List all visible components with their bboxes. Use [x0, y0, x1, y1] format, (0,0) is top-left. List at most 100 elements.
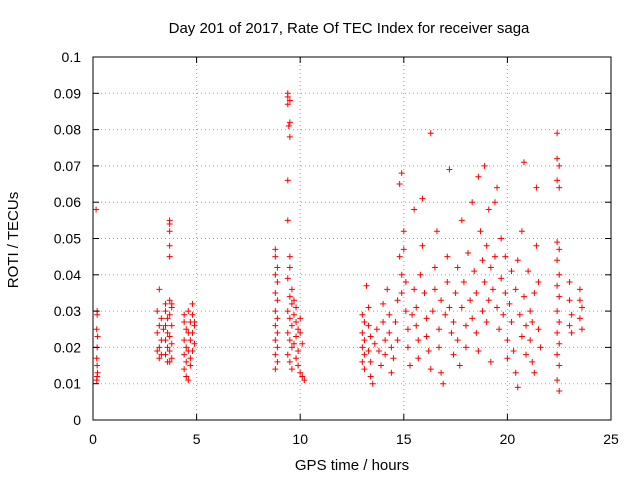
data-point: [442, 311, 449, 318]
data-point: [154, 329, 161, 336]
data-point: [382, 351, 389, 358]
data-point: [556, 318, 563, 325]
data-point: [286, 264, 293, 271]
data-point: [427, 130, 434, 137]
data-point: [473, 329, 480, 336]
data-point: [181, 337, 188, 344]
data-point: [556, 387, 563, 394]
data-point: [290, 340, 297, 347]
y-tick-label: 0.01: [54, 376, 81, 392]
data-point: [433, 228, 440, 235]
data-point: [496, 326, 503, 333]
data-point: [361, 318, 368, 325]
data-point: [475, 348, 482, 355]
x-tick-label: 0: [89, 431, 97, 447]
data-point: [556, 271, 563, 278]
data-point: [286, 315, 293, 322]
data-point: [187, 355, 194, 362]
data-point: [274, 315, 281, 322]
data-point: [533, 184, 540, 191]
data-point: [400, 228, 407, 235]
data-point: [93, 355, 100, 362]
data-point: [554, 282, 561, 289]
data-point: [460, 279, 467, 286]
data-point: [156, 355, 163, 362]
data-point: [398, 271, 405, 278]
data-point: [554, 377, 561, 384]
data-point: [189, 311, 196, 318]
data-point: [454, 264, 461, 271]
data-point: [386, 329, 393, 336]
data-point: [274, 264, 281, 271]
data-point: [518, 228, 525, 235]
data-point: [556, 162, 563, 169]
data-point: [394, 297, 401, 304]
data-point: [568, 329, 575, 336]
data-point: [359, 329, 366, 336]
data-point: [380, 318, 387, 325]
data-point: [436, 344, 443, 351]
x-tick-label: 20: [500, 431, 516, 447]
data-point: [458, 304, 465, 311]
data-point: [413, 304, 420, 311]
data-point: [467, 297, 474, 304]
data-point: [297, 369, 304, 376]
data-point: [402, 308, 409, 315]
data-point: [367, 373, 374, 380]
data-point: [556, 184, 563, 191]
data-point: [359, 311, 366, 318]
data-point: [448, 329, 455, 336]
y-axis-label: ROTI / TECUs: [5, 192, 22, 288]
data-point: [415, 337, 422, 344]
data-point: [181, 311, 188, 318]
data-point: [411, 286, 418, 293]
data-point: [465, 250, 472, 257]
data-point: [469, 199, 476, 206]
data-point: [288, 322, 295, 329]
data-point: [162, 322, 169, 329]
data-point: [556, 293, 563, 300]
data-point: [531, 289, 538, 296]
data-point: [94, 333, 101, 340]
data-point: [293, 318, 300, 325]
data-point: [299, 373, 306, 380]
data-point: [494, 304, 501, 311]
data-point: [187, 337, 194, 344]
data-point: [286, 97, 293, 104]
data-point: [284, 308, 291, 315]
data-point: [181, 318, 188, 325]
data-points: [93, 90, 585, 394]
data-point: [485, 206, 492, 213]
data-point: [162, 308, 169, 315]
data-point: [274, 329, 281, 336]
data-point: [386, 311, 393, 318]
data-point: [367, 333, 374, 340]
data-point: [286, 337, 293, 344]
data-point: [288, 366, 295, 373]
data-point: [566, 279, 573, 286]
data-point: [290, 311, 297, 318]
data-point: [361, 337, 368, 344]
data-point: [523, 351, 530, 358]
data-point: [554, 155, 561, 162]
data-point: [94, 362, 101, 369]
data-point: [284, 93, 291, 100]
data-point: [361, 351, 368, 358]
data-point: [554, 177, 561, 184]
data-point: [556, 340, 563, 347]
data-point: [382, 337, 389, 344]
data-point: [166, 311, 173, 318]
data-point: [483, 318, 490, 325]
data-point: [390, 355, 397, 362]
data-point: [369, 380, 376, 387]
data-point: [529, 358, 536, 365]
data-point: [508, 268, 515, 275]
data-point: [158, 315, 165, 322]
data-point: [514, 257, 521, 264]
data-point: [477, 228, 484, 235]
data-point: [425, 348, 432, 355]
data-point: [301, 377, 308, 384]
y-tick-label: 0.02: [54, 339, 81, 355]
data-point: [164, 329, 171, 336]
data-point: [462, 344, 469, 351]
